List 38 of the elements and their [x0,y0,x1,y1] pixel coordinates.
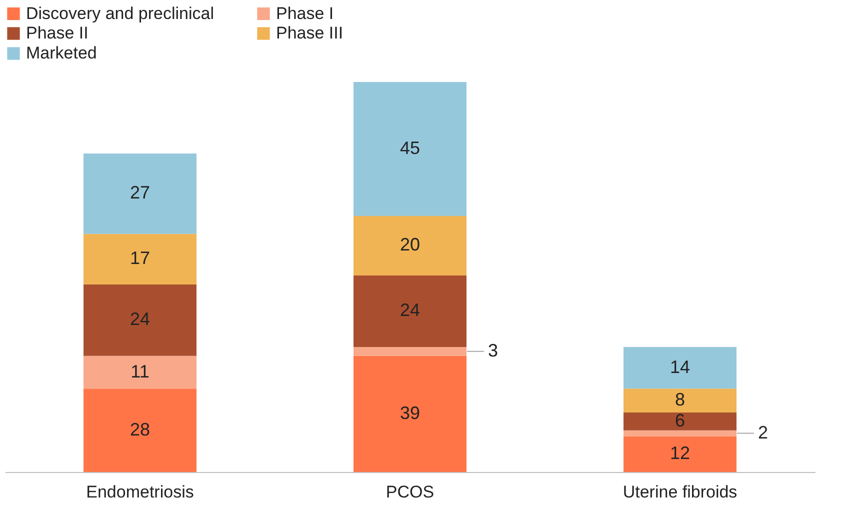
data-label: 3 [488,340,498,360]
bar [84,234,196,284]
bar [624,436,736,472]
data-label: 28 [130,419,150,440]
data-label: 2 [758,422,768,442]
data-label: 12 [670,443,690,464]
data-label: 24 [130,309,150,330]
bar [354,216,466,276]
bar [624,346,736,389]
bar [354,82,466,216]
legend-label: Discovery and preclinical [26,4,214,23]
bar [354,346,466,356]
bar [354,356,466,472]
bar [624,388,736,412]
bar [84,388,196,472]
data-label: 17 [130,248,150,268]
legend-label: Phase III [276,24,344,42]
data-label: 39 [400,402,420,423]
data-label: 45 [400,138,420,158]
data-label: 11 [130,361,150,382]
x-tick-label: PCOS [386,482,434,502]
bar [84,284,196,356]
data-label: 24 [400,300,420,320]
bar [84,356,196,389]
bar [84,153,196,234]
bar [624,430,736,436]
data-label: 8 [674,390,686,410]
data-label: 20 [400,234,420,255]
data-label: 14 [670,356,690,377]
data-label: 6 [674,410,686,430]
legend-label: Marketed [26,44,97,62]
bar [624,412,736,430]
data-label: 27 [130,182,150,203]
bar [354,276,466,347]
legend-label: Phase II [26,24,88,42]
x-tick-label: Endometriosis [86,482,194,502]
legend-label: Phase I [276,4,334,23]
x-tick-label: Uterine fibroids [622,482,738,502]
